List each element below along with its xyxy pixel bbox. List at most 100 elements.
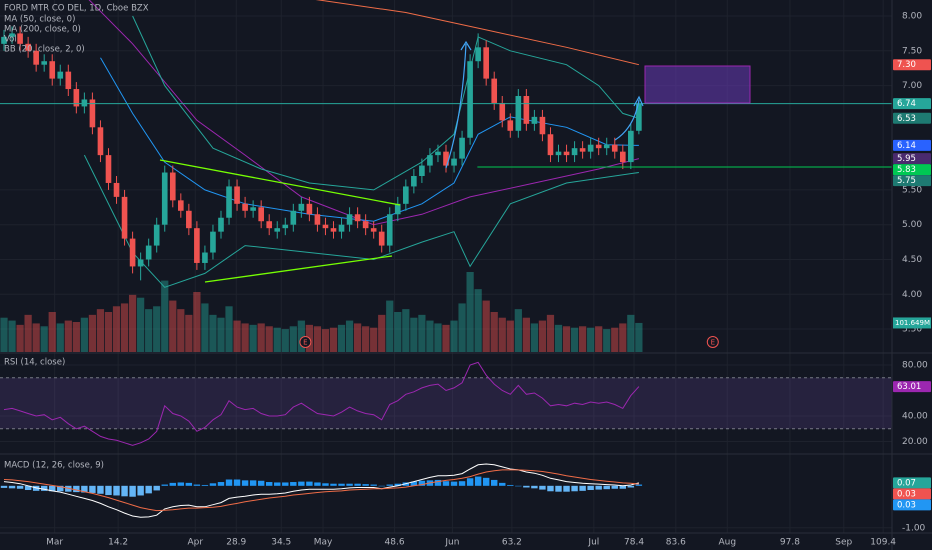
event-label: E (711, 339, 715, 347)
candle-body (210, 231, 216, 253)
macd-panel (0, 463, 643, 518)
volume-bar (233, 320, 241, 352)
candle-body (65, 71, 72, 90)
volume-bar (530, 323, 539, 352)
candle-body (17, 33, 23, 44)
volume-bar (611, 327, 619, 352)
candle-body (547, 134, 554, 156)
volume-bar (273, 327, 281, 352)
macd-histogram-bar (257, 480, 265, 486)
candle-body (370, 228, 377, 232)
volume-bar (386, 300, 394, 352)
macd-histogram-bar (338, 483, 345, 486)
candle-body (33, 50, 39, 65)
candle-body (113, 182, 120, 197)
macd-histogram-bar (442, 481, 450, 486)
legend-item: BB (20, close, 2, 0) (4, 45, 85, 55)
candle-body (459, 137, 465, 159)
macd-histogram-bar (241, 480, 249, 486)
candle-body (563, 151, 570, 156)
arrow-head (633, 95, 644, 107)
candle-body (81, 99, 88, 107)
candle-body (282, 224, 289, 229)
legend-item: MA (200, close, 0) (4, 25, 81, 35)
legend-item: Vol (4, 35, 17, 45)
macd-histogram-bar (40, 485, 48, 491)
candle-body (49, 61, 56, 79)
macd-histogram-bar (386, 484, 393, 486)
macd-histogram-bar (217, 482, 225, 486)
volume-bar (112, 306, 121, 352)
price-label: 6.53 (897, 114, 916, 124)
candle-body (378, 231, 385, 246)
trendline (204, 255, 393, 283)
candle-body (507, 120, 514, 131)
event-marker (299, 336, 312, 348)
price-label-box (893, 164, 931, 176)
candle-body (129, 238, 136, 267)
macd-histogram-bar (627, 485, 635, 488)
volume-bar (153, 306, 161, 352)
price-label-box (893, 488, 931, 500)
x-tick-label: Sep (835, 538, 852, 548)
candle-body (571, 148, 578, 156)
candle-body (523, 96, 530, 124)
macd-histogram-bar (298, 481, 305, 486)
volume-bar (24, 314, 32, 352)
volume-bar (482, 300, 490, 352)
trendline (159, 159, 401, 206)
x-tick-label: Jun (444, 538, 459, 548)
candle-body (451, 158, 457, 166)
price-label-box (893, 98, 931, 110)
volume-bar (128, 294, 137, 352)
macd-histogram-bar (49, 485, 56, 492)
price-label: 0.03 (897, 489, 916, 499)
legend: FORD MTR CO DEL, 1D, Cboe BZX MA (50, cl… (4, 4, 149, 471)
x-tick-label: 34.5 (271, 538, 291, 548)
target-box (644, 65, 751, 104)
volume-bar (490, 312, 498, 352)
volume-bar (120, 303, 129, 352)
macd-histogram-bar (458, 481, 466, 486)
candle-body (105, 155, 112, 183)
candle-body (467, 61, 473, 138)
macd-histogram-bar (499, 482, 506, 486)
candle-body (121, 196, 128, 239)
x-tick-label: Mar (46, 538, 63, 548)
candle-body (234, 186, 240, 204)
signal-line (3, 469, 639, 512)
volume-bar (394, 312, 402, 352)
y-tick-label: 4.00 (902, 290, 922, 300)
volume-bar (498, 317, 506, 352)
candle-body (435, 151, 441, 156)
candle-body (169, 172, 176, 201)
candle-body (579, 148, 586, 152)
candle-body (1, 36, 7, 44)
x-tick-label: 14.2 (108, 538, 128, 548)
volume-bar (570, 327, 579, 352)
macd-histogram-bar (595, 485, 602, 490)
price-label: 0.07 (897, 478, 916, 488)
macd-histogram-bar (193, 484, 201, 486)
volume-bar (546, 314, 555, 352)
arrow (614, 99, 640, 141)
price-label: 7.30 (897, 60, 916, 70)
candle-body (153, 224, 160, 246)
candle-body (411, 176, 417, 187)
macd-histogram-bar (161, 484, 168, 486)
volume-bar (345, 320, 354, 352)
candle-body (161, 172, 168, 225)
volume-bar (88, 314, 97, 352)
candle-body (97, 127, 104, 156)
macd-histogram-bar (233, 479, 241, 486)
candle-body (338, 224, 345, 232)
volume-bar (635, 322, 643, 352)
volume-bar (16, 324, 24, 352)
volume-bar (434, 323, 442, 352)
x-tick-label: May (314, 538, 333, 548)
macd-histogram-bar (97, 485, 104, 494)
volume-bar (217, 317, 225, 352)
y-tick-label: 7.00 (902, 81, 922, 91)
volume-bar (193, 292, 201, 352)
price-label-box (893, 112, 931, 124)
